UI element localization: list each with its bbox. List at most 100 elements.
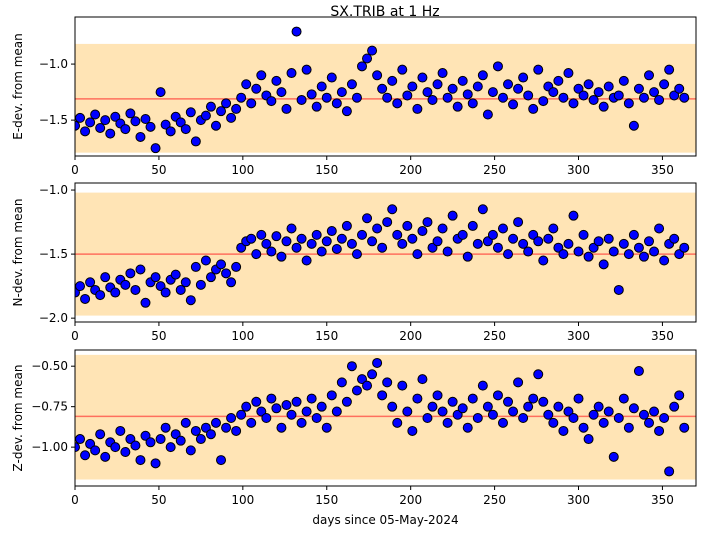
point	[467, 220, 478, 231]
point	[140, 297, 151, 308]
point	[447, 210, 458, 221]
point	[382, 377, 393, 388]
point	[503, 79, 514, 90]
point	[492, 390, 503, 401]
point	[543, 233, 554, 244]
point	[256, 406, 267, 417]
point	[462, 251, 473, 262]
point	[362, 53, 373, 64]
point	[583, 79, 594, 90]
point	[447, 83, 458, 94]
x-tick-label: 150	[315, 163, 338, 177]
point	[120, 124, 131, 135]
point	[523, 401, 534, 412]
point	[110, 111, 121, 122]
point	[497, 92, 508, 103]
point	[654, 94, 665, 105]
point	[558, 92, 569, 103]
point	[442, 417, 453, 428]
point	[331, 98, 342, 109]
point	[482, 109, 493, 120]
point	[170, 269, 181, 280]
point	[603, 406, 614, 417]
point	[150, 458, 161, 469]
point	[427, 94, 438, 105]
point	[185, 107, 196, 118]
point	[679, 422, 690, 433]
point	[628, 229, 639, 240]
point	[568, 98, 579, 109]
point	[437, 68, 448, 79]
point	[578, 90, 589, 101]
point	[155, 281, 166, 292]
point	[568, 413, 579, 423]
point	[85, 277, 96, 288]
point	[271, 231, 282, 242]
point	[613, 413, 624, 423]
point	[674, 83, 685, 94]
point	[271, 75, 282, 86]
y-tick-label: −1.00	[31, 440, 68, 454]
point	[145, 437, 156, 448]
point	[286, 223, 297, 234]
point	[513, 377, 524, 388]
point	[281, 400, 292, 411]
point	[341, 220, 352, 231]
point	[513, 83, 524, 94]
point	[150, 272, 161, 283]
point	[291, 242, 302, 253]
point	[85, 117, 96, 128]
point	[558, 249, 569, 260]
point	[528, 103, 539, 114]
band	[75, 354, 696, 480]
point	[336, 87, 347, 98]
point	[674, 249, 685, 260]
point	[351, 92, 362, 103]
point	[633, 83, 644, 94]
point	[387, 401, 398, 412]
point	[271, 403, 282, 414]
point	[623, 249, 634, 260]
point	[497, 223, 508, 234]
point	[518, 413, 529, 423]
axes-frame	[74, 16, 697, 157]
point	[397, 64, 408, 75]
point	[125, 268, 136, 279]
point	[654, 223, 665, 234]
x-tick-label: 250	[483, 329, 506, 343]
point	[175, 284, 186, 295]
point	[326, 390, 337, 401]
point	[412, 393, 423, 404]
y-tick-label: −0.50	[31, 359, 68, 373]
point	[462, 89, 473, 100]
point	[130, 284, 141, 295]
point	[467, 393, 478, 404]
point	[397, 238, 408, 249]
point	[296, 417, 307, 428]
point	[583, 251, 594, 262]
point	[351, 385, 362, 396]
point	[276, 87, 287, 98]
point	[427, 242, 438, 253]
point	[266, 246, 277, 257]
point	[316, 401, 327, 412]
x-tick-label: 250	[483, 163, 506, 177]
point	[291, 396, 302, 407]
point	[160, 422, 171, 433]
point	[256, 229, 267, 240]
point	[326, 72, 337, 83]
point	[618, 75, 629, 86]
point	[638, 92, 649, 103]
point	[402, 90, 413, 101]
point	[286, 68, 297, 79]
x-tick-label: 150	[315, 329, 338, 343]
y-axis-label: Z-dev. from mean	[11, 365, 25, 472]
point	[608, 451, 619, 462]
point	[482, 401, 493, 412]
point	[679, 242, 690, 253]
point	[487, 409, 498, 420]
point	[533, 369, 544, 380]
point	[135, 455, 146, 466]
point	[452, 101, 463, 112]
